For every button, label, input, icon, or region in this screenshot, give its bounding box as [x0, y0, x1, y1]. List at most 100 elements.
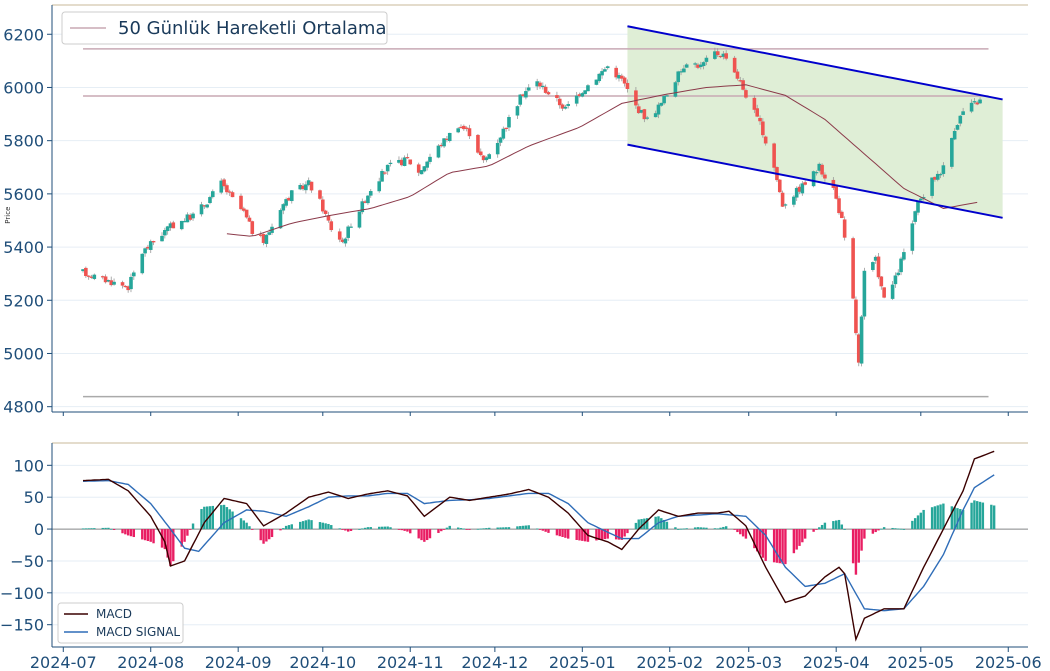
candle-body: [625, 82, 630, 89]
candle-body: [476, 134, 480, 153]
candle-body: [684, 64, 689, 68]
histogram-bar: [741, 529, 745, 537]
candle: [797, 184, 802, 195]
x-tick-label: 2024-11: [377, 653, 444, 671]
candle: [163, 227, 167, 239]
candle-body: [910, 223, 915, 251]
candle-body: [656, 104, 661, 115]
histogram-bar: [832, 521, 835, 530]
histogram-bar: [674, 527, 677, 530]
candle: [890, 281, 895, 300]
histogram-bar: [662, 519, 666, 530]
candle: [583, 89, 587, 95]
candle: [950, 137, 954, 169]
candle-body: [397, 159, 401, 163]
candle-body: [560, 104, 565, 109]
histogram-bar: [685, 528, 688, 530]
histogram-bar: [341, 529, 344, 530]
candle-body: [343, 238, 348, 244]
x-tick-label: 2025-06: [975, 653, 1042, 671]
candle: [566, 101, 571, 109]
macd-histogram: [81, 500, 996, 575]
candle-body: [306, 180, 311, 185]
histogram-bar: [555, 529, 559, 536]
candle: [693, 61, 697, 68]
candle-body: [738, 80, 743, 82]
candle-body: [930, 177, 934, 196]
candle-body: [698, 64, 703, 68]
candle: [478, 148, 483, 157]
histogram-bar: [581, 529, 584, 541]
candle: [143, 247, 147, 257]
candle-body: [416, 164, 421, 173]
candle-body: [814, 172, 819, 174]
x-tick-label: 2024-12: [461, 653, 528, 671]
candle: [120, 280, 125, 289]
candle: [910, 220, 915, 255]
histogram-bar: [575, 529, 578, 540]
histogram-bar: [795, 529, 798, 550]
candle: [100, 275, 105, 280]
candle: [524, 87, 528, 100]
candle-body: [713, 51, 717, 59]
candle-body: [261, 234, 266, 243]
candle-body: [100, 276, 105, 278]
candle: [913, 210, 917, 225]
histogram-bar: [143, 529, 147, 541]
candle-body: [456, 128, 460, 133]
candle: [380, 168, 384, 182]
candle: [823, 172, 827, 182]
candle: [428, 153, 432, 165]
candle-body: [402, 157, 407, 166]
histogram-bar: [361, 528, 364, 530]
price-ytick-label: 4800: [3, 398, 44, 417]
candle: [718, 55, 723, 59]
histogram-bar: [891, 527, 894, 530]
candle-body: [614, 67, 618, 78]
histogram-bar: [547, 529, 550, 533]
histogram-bar: [132, 529, 136, 538]
candle-body: [442, 138, 446, 147]
candle-body: [284, 199, 288, 206]
candle: [935, 170, 940, 182]
histogram-bar: [919, 512, 923, 530]
histogram-bar: [978, 501, 982, 530]
candle: [397, 156, 401, 164]
candle: [109, 276, 114, 287]
candle-body: [399, 159, 404, 166]
histogram-bar: [84, 528, 88, 530]
candle: [171, 220, 176, 229]
candle-body: [817, 163, 822, 171]
price-ytick-label: 5000: [3, 344, 44, 363]
candle: [165, 225, 170, 235]
histogram-bar: [874, 529, 877, 533]
histogram-bar: [801, 529, 804, 543]
signal-legend-label: MACD SIGNAL: [96, 625, 180, 639]
candle: [834, 186, 838, 200]
histogram-bar: [358, 529, 361, 530]
candle: [278, 208, 283, 230]
candle-body: [761, 121, 765, 136]
histogram-bar: [834, 520, 838, 530]
histogram-bar: [363, 527, 367, 530]
candle: [385, 164, 390, 175]
candle-body: [225, 185, 229, 193]
macd-ytick-label: −150: [0, 616, 44, 635]
candle-body: [665, 95, 669, 97]
candle: [659, 102, 664, 107]
candle-body: [385, 164, 390, 172]
histogram-bar: [567, 529, 570, 539]
candle-body: [462, 125, 466, 130]
histogram-bar: [719, 527, 722, 530]
price-panel: 4800 5000 5200 5400 5600 5800 6000 6200 Price 50 …: [3, 4, 1028, 417]
x-tick-label: 2024-08: [117, 653, 184, 671]
candle-body: [783, 204, 788, 206]
candle-body: [481, 155, 486, 161]
candle: [81, 268, 85, 273]
candle-body: [955, 125, 960, 130]
histogram-bar: [428, 529, 432, 539]
candle-body: [642, 109, 647, 120]
histogram-bar: [208, 506, 212, 530]
candle: [916, 200, 920, 216]
candle: [639, 109, 644, 114]
